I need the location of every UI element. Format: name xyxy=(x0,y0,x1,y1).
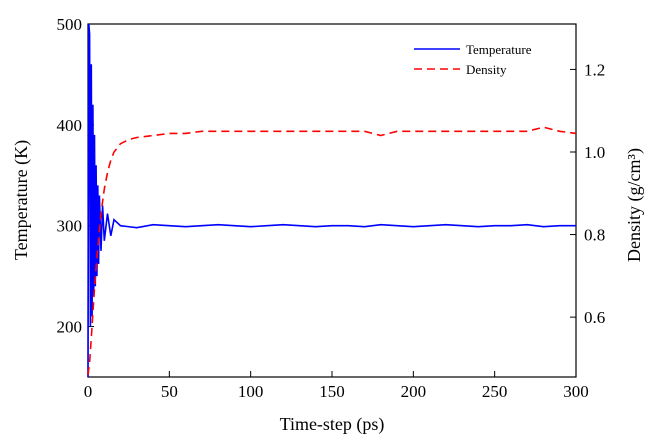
y-left-axis-title: Temperature (K) xyxy=(11,140,32,260)
x-tick-label: 150 xyxy=(319,382,345,401)
x-axis-title: Time-step (ps) xyxy=(280,414,385,435)
legend-label-density: Density xyxy=(466,62,507,77)
y-right-tick-label: 0.6 xyxy=(584,308,605,327)
y-left-tick-label: 300 xyxy=(57,217,83,236)
x-tick-label: 100 xyxy=(238,382,264,401)
series-line-temperature xyxy=(87,23,576,378)
y-right-axis-title: Density (g/cm³) xyxy=(624,148,645,262)
series-line-density xyxy=(87,126,577,376)
y-left-tick-label: 400 xyxy=(57,116,83,135)
y-right-tick-label: 0.8 xyxy=(584,226,605,245)
x-tick-label: 50 xyxy=(161,382,178,401)
x-tick-label: 300 xyxy=(563,382,589,401)
legend: Temperature Density xyxy=(414,42,532,77)
y-right-ticks: 0.6 0.8 1.0 1.2 xyxy=(570,60,605,327)
y-right-tick-label: 1.0 xyxy=(584,143,605,162)
x-ticks: 0 50 100 150 200 250 300 xyxy=(84,371,589,401)
y-left-tick-label: 200 xyxy=(57,318,83,337)
x-tick-label: 0 xyxy=(84,382,93,401)
x-tick-label: 250 xyxy=(482,382,508,401)
y-right-tick-label: 1.2 xyxy=(584,60,605,79)
y-left-ticks: 200 300 400 500 xyxy=(57,15,94,337)
legend-label-temperature: Temperature xyxy=(466,42,532,57)
y-left-tick-label: 500 xyxy=(57,15,83,34)
x-tick-label: 200 xyxy=(401,382,427,401)
